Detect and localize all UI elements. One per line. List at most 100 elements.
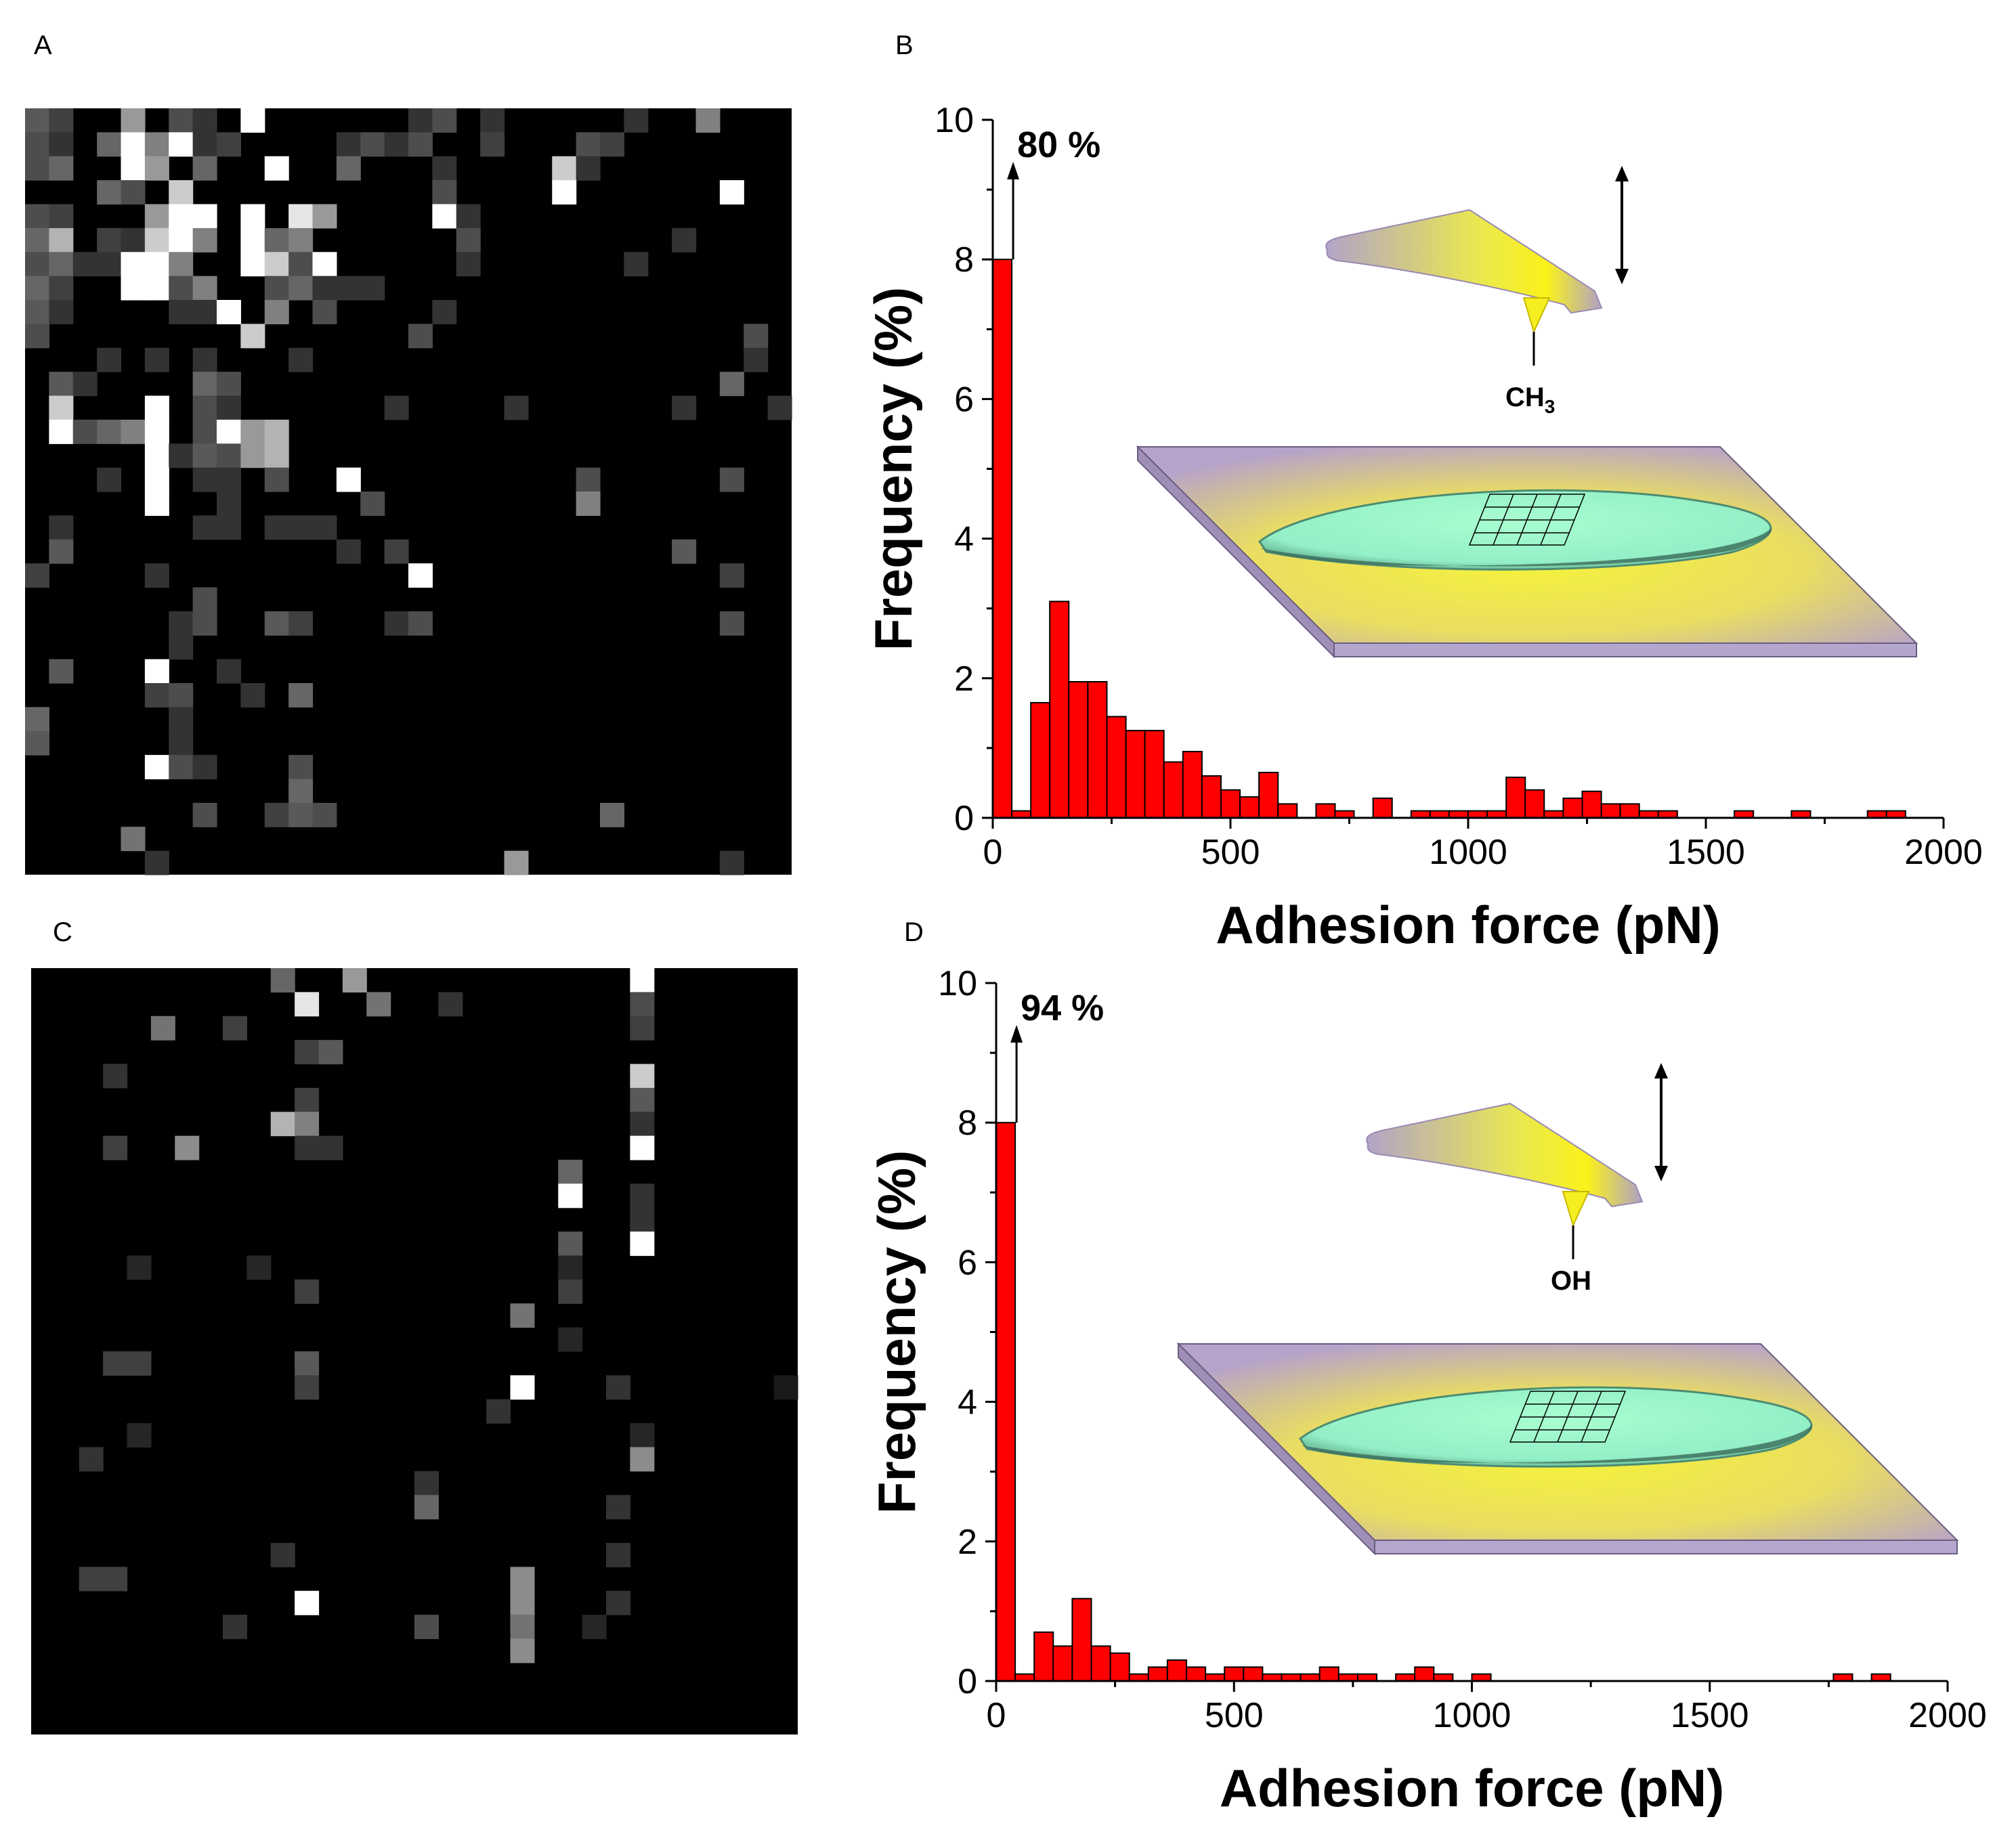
map-pixel <box>121 108 146 133</box>
map-pixel <box>630 1016 655 1041</box>
map-pixel <box>600 132 624 157</box>
map-pixel <box>510 1375 535 1400</box>
histogram-bar <box>1243 1666 1264 1682</box>
map-pixel <box>504 850 529 875</box>
map-pixel <box>144 755 169 780</box>
map-pixel <box>456 252 481 277</box>
map-pixel <box>456 227 481 253</box>
map-pixel <box>342 968 367 993</box>
map-pixel <box>217 492 241 516</box>
x-tick-label: 500 <box>1201 833 1260 872</box>
map-pixel <box>264 419 289 444</box>
map-pixel <box>558 1160 583 1184</box>
histogram-bar <box>1866 810 1887 819</box>
x-tick-label: 0 <box>983 833 1003 872</box>
map-pixel <box>240 324 265 349</box>
tip-chemistry-label: OH <box>1551 1266 1591 1296</box>
map-pixel <box>144 659 169 684</box>
histogram-bar <box>1106 716 1127 819</box>
map-pixel <box>217 515 241 540</box>
map-pixel <box>630 1064 655 1089</box>
map-pixel <box>97 180 122 205</box>
map-pixel <box>414 1470 439 1496</box>
vertical-motion-arrow <box>1615 166 1629 284</box>
map-pixel <box>169 252 194 277</box>
map-pixel <box>504 395 529 420</box>
afm-schematic-b: CH3 <box>1136 166 1918 659</box>
map-pixel <box>246 1255 272 1280</box>
map-pixel <box>169 132 194 157</box>
map-pixel <box>672 539 697 564</box>
histogram-bar <box>1429 810 1450 819</box>
map-pixel <box>414 1495 439 1520</box>
histogram-bar <box>1337 1673 1358 1682</box>
map-pixel <box>558 1327 583 1352</box>
scan-grid <box>1468 494 1586 546</box>
histogram-bar <box>1562 798 1583 819</box>
y-tick-label: 0 <box>958 1662 977 1701</box>
map-pixel <box>288 611 314 636</box>
map-pixel <box>295 1375 320 1400</box>
map-pixel <box>606 1495 630 1520</box>
histogram-bar <box>1147 1666 1168 1682</box>
map-pixel <box>49 132 74 157</box>
histogram-bar <box>1277 803 1298 819</box>
map-pixel <box>295 1590 320 1615</box>
histogram-bar <box>992 259 1013 819</box>
map-pixel <box>144 227 169 253</box>
map-pixel <box>719 180 744 205</box>
map-pixel <box>49 108 74 133</box>
substrate-plate-side <box>1137 445 1335 659</box>
y-tick-label: 10 <box>935 101 974 140</box>
map-pixel <box>127 1255 152 1280</box>
y-tick-label: 10 <box>938 964 977 1003</box>
map-pixel <box>288 779 314 804</box>
map-pixel <box>169 635 194 660</box>
map-pixel <box>624 252 649 277</box>
map-pixel <box>192 443 217 468</box>
histogram-bar <box>1471 1673 1492 1682</box>
x-tick-label: 2000 <box>1908 1696 1987 1735</box>
map-pixel <box>169 611 194 636</box>
map-pixel <box>79 1567 104 1592</box>
map-pixel <box>49 539 74 564</box>
map-pixel <box>606 1375 630 1400</box>
map-pixel <box>264 611 289 636</box>
panel-letter-c: C <box>53 917 72 947</box>
map-pixel <box>49 227 74 253</box>
map-pixel <box>672 395 697 420</box>
map-pixel <box>552 180 577 205</box>
map-pixel <box>312 204 337 229</box>
map-pixel <box>49 204 74 229</box>
adhesion-map-a <box>25 108 792 875</box>
map-pixel <box>288 347 314 372</box>
map-pixel <box>318 1040 343 1065</box>
map-pixel <box>192 515 217 540</box>
histogram-bar <box>1334 810 1355 819</box>
map-pixel <box>630 1087 655 1112</box>
map-pixel <box>121 827 146 852</box>
histogram-bar <box>1638 810 1659 819</box>
map-pixel <box>510 1638 535 1663</box>
map-pixel <box>127 1351 152 1376</box>
map-pixel <box>192 347 217 372</box>
map-pixel <box>624 108 649 133</box>
map-pixel <box>144 419 169 444</box>
map-pixel <box>336 539 361 564</box>
map-pixel <box>144 563 169 588</box>
map-pixel <box>432 108 457 133</box>
histogram-bar <box>1619 803 1640 819</box>
map-pixel <box>192 276 217 301</box>
x-tick-label: 2000 <box>1904 833 1983 872</box>
map-pixel <box>144 347 169 372</box>
map-pixel <box>49 419 74 444</box>
x-tick-label: 1500 <box>1671 1696 1749 1735</box>
map-pixel <box>630 1423 655 1448</box>
map-pixel <box>510 1567 535 1592</box>
histogram-bar <box>1600 803 1621 819</box>
map-pixel <box>49 276 74 301</box>
map-pixel <box>192 132 217 157</box>
map-pixel <box>217 467 241 492</box>
map-pixel <box>103 1135 128 1160</box>
